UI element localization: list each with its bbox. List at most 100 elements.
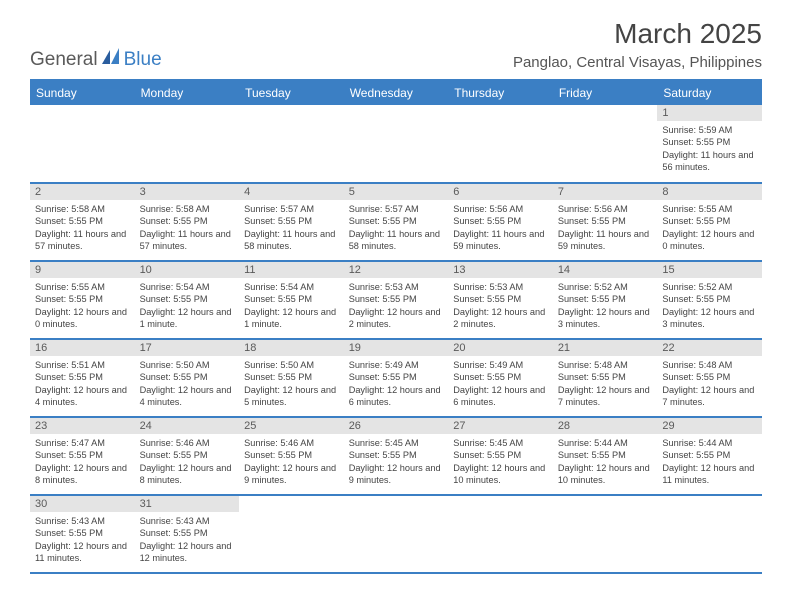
calendar-cell [239,105,344,183]
daylight-line: Daylight: 12 hours and 4 minutes. [140,384,235,409]
day-number: 24 [135,418,240,434]
calendar-cell: 4Sunrise: 5:57 AMSunset: 5:55 PMDaylight… [239,183,344,261]
sunset-line: Sunset: 5:55 PM [662,371,757,383]
day-number: 6 [448,184,553,200]
daylight-line: Daylight: 12 hours and 10 minutes. [453,462,548,487]
sunrise-line: Sunrise: 5:59 AM [662,124,757,136]
sunrise-line: Sunrise: 5:57 AM [244,203,339,215]
daylight-line: Daylight: 11 hours and 56 minutes. [662,149,757,174]
day-number: 8 [657,184,762,200]
sunrise-line: Sunrise: 5:53 AM [453,281,548,293]
sunset-line: Sunset: 5:55 PM [349,371,444,383]
sunset-line: Sunset: 5:55 PM [558,215,653,227]
sunset-line: Sunset: 5:55 PM [140,449,235,461]
daylight-line: Daylight: 12 hours and 0 minutes. [35,306,130,331]
calendar-cell: 11Sunrise: 5:54 AMSunset: 5:55 PMDayligh… [239,261,344,339]
calendar-cell: 28Sunrise: 5:44 AMSunset: 5:55 PMDayligh… [553,417,658,495]
day-number: 29 [657,418,762,434]
calendar-row: 9Sunrise: 5:55 AMSunset: 5:55 PMDaylight… [30,261,762,339]
calendar-row: 30Sunrise: 5:43 AMSunset: 5:55 PMDayligh… [30,495,762,573]
day-details: Sunrise: 5:44 AMSunset: 5:55 PMDaylight:… [657,434,762,491]
sunrise-line: Sunrise: 5:57 AM [349,203,444,215]
sunrise-line: Sunrise: 5:58 AM [140,203,235,215]
weekday-header: Monday [135,80,240,105]
calendar-head: SundayMondayTuesdayWednesdayThursdayFrid… [30,80,762,105]
daylight-line: Daylight: 12 hours and 9 minutes. [244,462,339,487]
day-number: 19 [344,340,449,356]
day-details: Sunrise: 5:48 AMSunset: 5:55 PMDaylight:… [553,356,658,413]
calendar-cell [657,495,762,573]
calendar-cell: 13Sunrise: 5:53 AMSunset: 5:55 PMDayligh… [448,261,553,339]
sunrise-line: Sunrise: 5:54 AM [244,281,339,293]
calendar-cell [239,495,344,573]
sunrise-line: Sunrise: 5:56 AM [453,203,548,215]
day-number: 16 [30,340,135,356]
sunrise-line: Sunrise: 5:56 AM [558,203,653,215]
sunrise-line: Sunrise: 5:43 AM [140,515,235,527]
calendar-cell [30,105,135,183]
sunset-line: Sunset: 5:55 PM [558,371,653,383]
daylight-line: Daylight: 12 hours and 11 minutes. [35,540,130,565]
day-details: Sunrise: 5:52 AMSunset: 5:55 PMDaylight:… [553,278,658,335]
sunrise-line: Sunrise: 5:44 AM [558,437,653,449]
sunset-line: Sunset: 5:55 PM [140,293,235,305]
day-number: 3 [135,184,240,200]
day-details: Sunrise: 5:50 AMSunset: 5:55 PMDaylight:… [135,356,240,413]
day-details: Sunrise: 5:57 AMSunset: 5:55 PMDaylight:… [239,200,344,257]
calendar-cell: 6Sunrise: 5:56 AMSunset: 5:55 PMDaylight… [448,183,553,261]
logo-text-blue: Blue [124,49,162,71]
daylight-line: Daylight: 11 hours and 59 minutes. [558,228,653,253]
daylight-line: Daylight: 12 hours and 7 minutes. [662,384,757,409]
sunrise-line: Sunrise: 5:50 AM [244,359,339,371]
weekday-header: Saturday [657,80,762,105]
calendar-cell: 27Sunrise: 5:45 AMSunset: 5:55 PMDayligh… [448,417,553,495]
sunset-line: Sunset: 5:55 PM [349,449,444,461]
day-number: 10 [135,262,240,278]
sunrise-line: Sunrise: 5:43 AM [35,515,130,527]
calendar-cell: 9Sunrise: 5:55 AMSunset: 5:55 PMDaylight… [30,261,135,339]
sunrise-line: Sunrise: 5:46 AM [140,437,235,449]
sunset-line: Sunset: 5:55 PM [662,136,757,148]
calendar-row: 2Sunrise: 5:58 AMSunset: 5:55 PMDaylight… [30,183,762,261]
sunset-line: Sunset: 5:55 PM [349,293,444,305]
calendar-cell: 31Sunrise: 5:43 AMSunset: 5:55 PMDayligh… [135,495,240,573]
sunset-line: Sunset: 5:55 PM [35,527,130,539]
day-number: 23 [30,418,135,434]
day-number: 12 [344,262,449,278]
daylight-line: Daylight: 12 hours and 1 minute. [140,306,235,331]
sunset-line: Sunset: 5:55 PM [662,449,757,461]
day-details: Sunrise: 5:43 AMSunset: 5:55 PMDaylight:… [30,512,135,569]
calendar-cell: 3Sunrise: 5:58 AMSunset: 5:55 PMDaylight… [135,183,240,261]
daylight-line: Daylight: 12 hours and 3 minutes. [558,306,653,331]
sunset-line: Sunset: 5:55 PM [244,371,339,383]
sunrise-line: Sunrise: 5:46 AM [244,437,339,449]
calendar-cell: 19Sunrise: 5:49 AMSunset: 5:55 PMDayligh… [344,339,449,417]
day-details: Sunrise: 5:54 AMSunset: 5:55 PMDaylight:… [239,278,344,335]
weekday-header: Wednesday [344,80,449,105]
calendar-row: 1Sunrise: 5:59 AMSunset: 5:55 PMDaylight… [30,105,762,183]
daylight-line: Daylight: 11 hours and 58 minutes. [349,228,444,253]
logo: General Blue [30,48,162,71]
calendar-cell: 1Sunrise: 5:59 AMSunset: 5:55 PMDaylight… [657,105,762,183]
day-details: Sunrise: 5:49 AMSunset: 5:55 PMDaylight:… [344,356,449,413]
calendar-cell [344,495,449,573]
day-details: Sunrise: 5:45 AMSunset: 5:55 PMDaylight:… [448,434,553,491]
sunset-line: Sunset: 5:55 PM [453,215,548,227]
sunset-line: Sunset: 5:55 PM [662,215,757,227]
calendar-cell: 8Sunrise: 5:55 AMSunset: 5:55 PMDaylight… [657,183,762,261]
daylight-line: Daylight: 12 hours and 9 minutes. [349,462,444,487]
sunrise-line: Sunrise: 5:51 AM [35,359,130,371]
sunset-line: Sunset: 5:55 PM [244,293,339,305]
calendar-body: 1Sunrise: 5:59 AMSunset: 5:55 PMDaylight… [30,105,762,573]
calendar-cell: 23Sunrise: 5:47 AMSunset: 5:55 PMDayligh… [30,417,135,495]
sunset-line: Sunset: 5:55 PM [244,449,339,461]
sunset-line: Sunset: 5:55 PM [140,371,235,383]
sunrise-line: Sunrise: 5:48 AM [662,359,757,371]
calendar-cell [135,105,240,183]
sunrise-line: Sunrise: 5:45 AM [349,437,444,449]
calendar-table: SundayMondayTuesdayWednesdayThursdayFrid… [30,79,762,574]
day-details: Sunrise: 5:46 AMSunset: 5:55 PMDaylight:… [239,434,344,491]
weekday-header: Tuesday [239,80,344,105]
day-number: 20 [448,340,553,356]
day-number: 9 [30,262,135,278]
